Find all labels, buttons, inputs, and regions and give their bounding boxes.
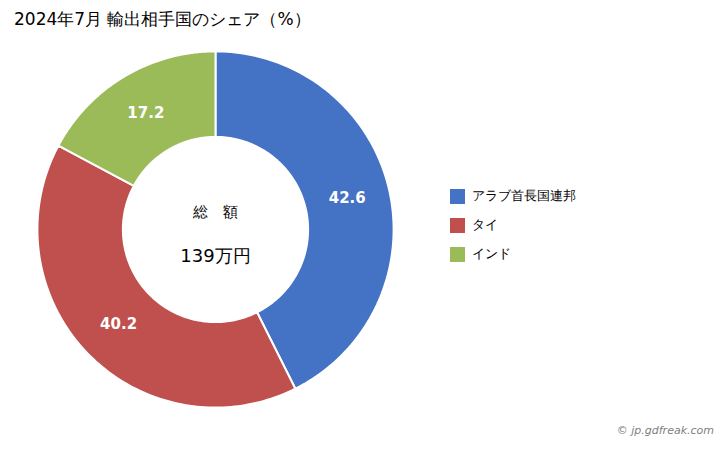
svg-text:139万円: 139万円 [180, 245, 250, 266]
svg-text:40.2: 40.2 [100, 315, 137, 333]
html-text:インド: インド [471, 246, 511, 262]
html-text:2024年7月 輸出相手国のシェア（%）: 2024年7月 輸出相手国のシェア（%） [14, 9, 311, 29]
html-text:© jp.gdfreak.com: © jp.gdfreak.com [616, 424, 714, 437]
svg-text:総 額: 総 額 [192, 202, 238, 220]
html-text:アラブ首長国連邦: アラブ首長国連邦 [471, 188, 576, 204]
html-text:タイ: タイ [471, 217, 498, 233]
svg-text:17.2: 17.2 [127, 104, 164, 122]
svg-text:42.6: 42.6 [329, 189, 366, 207]
